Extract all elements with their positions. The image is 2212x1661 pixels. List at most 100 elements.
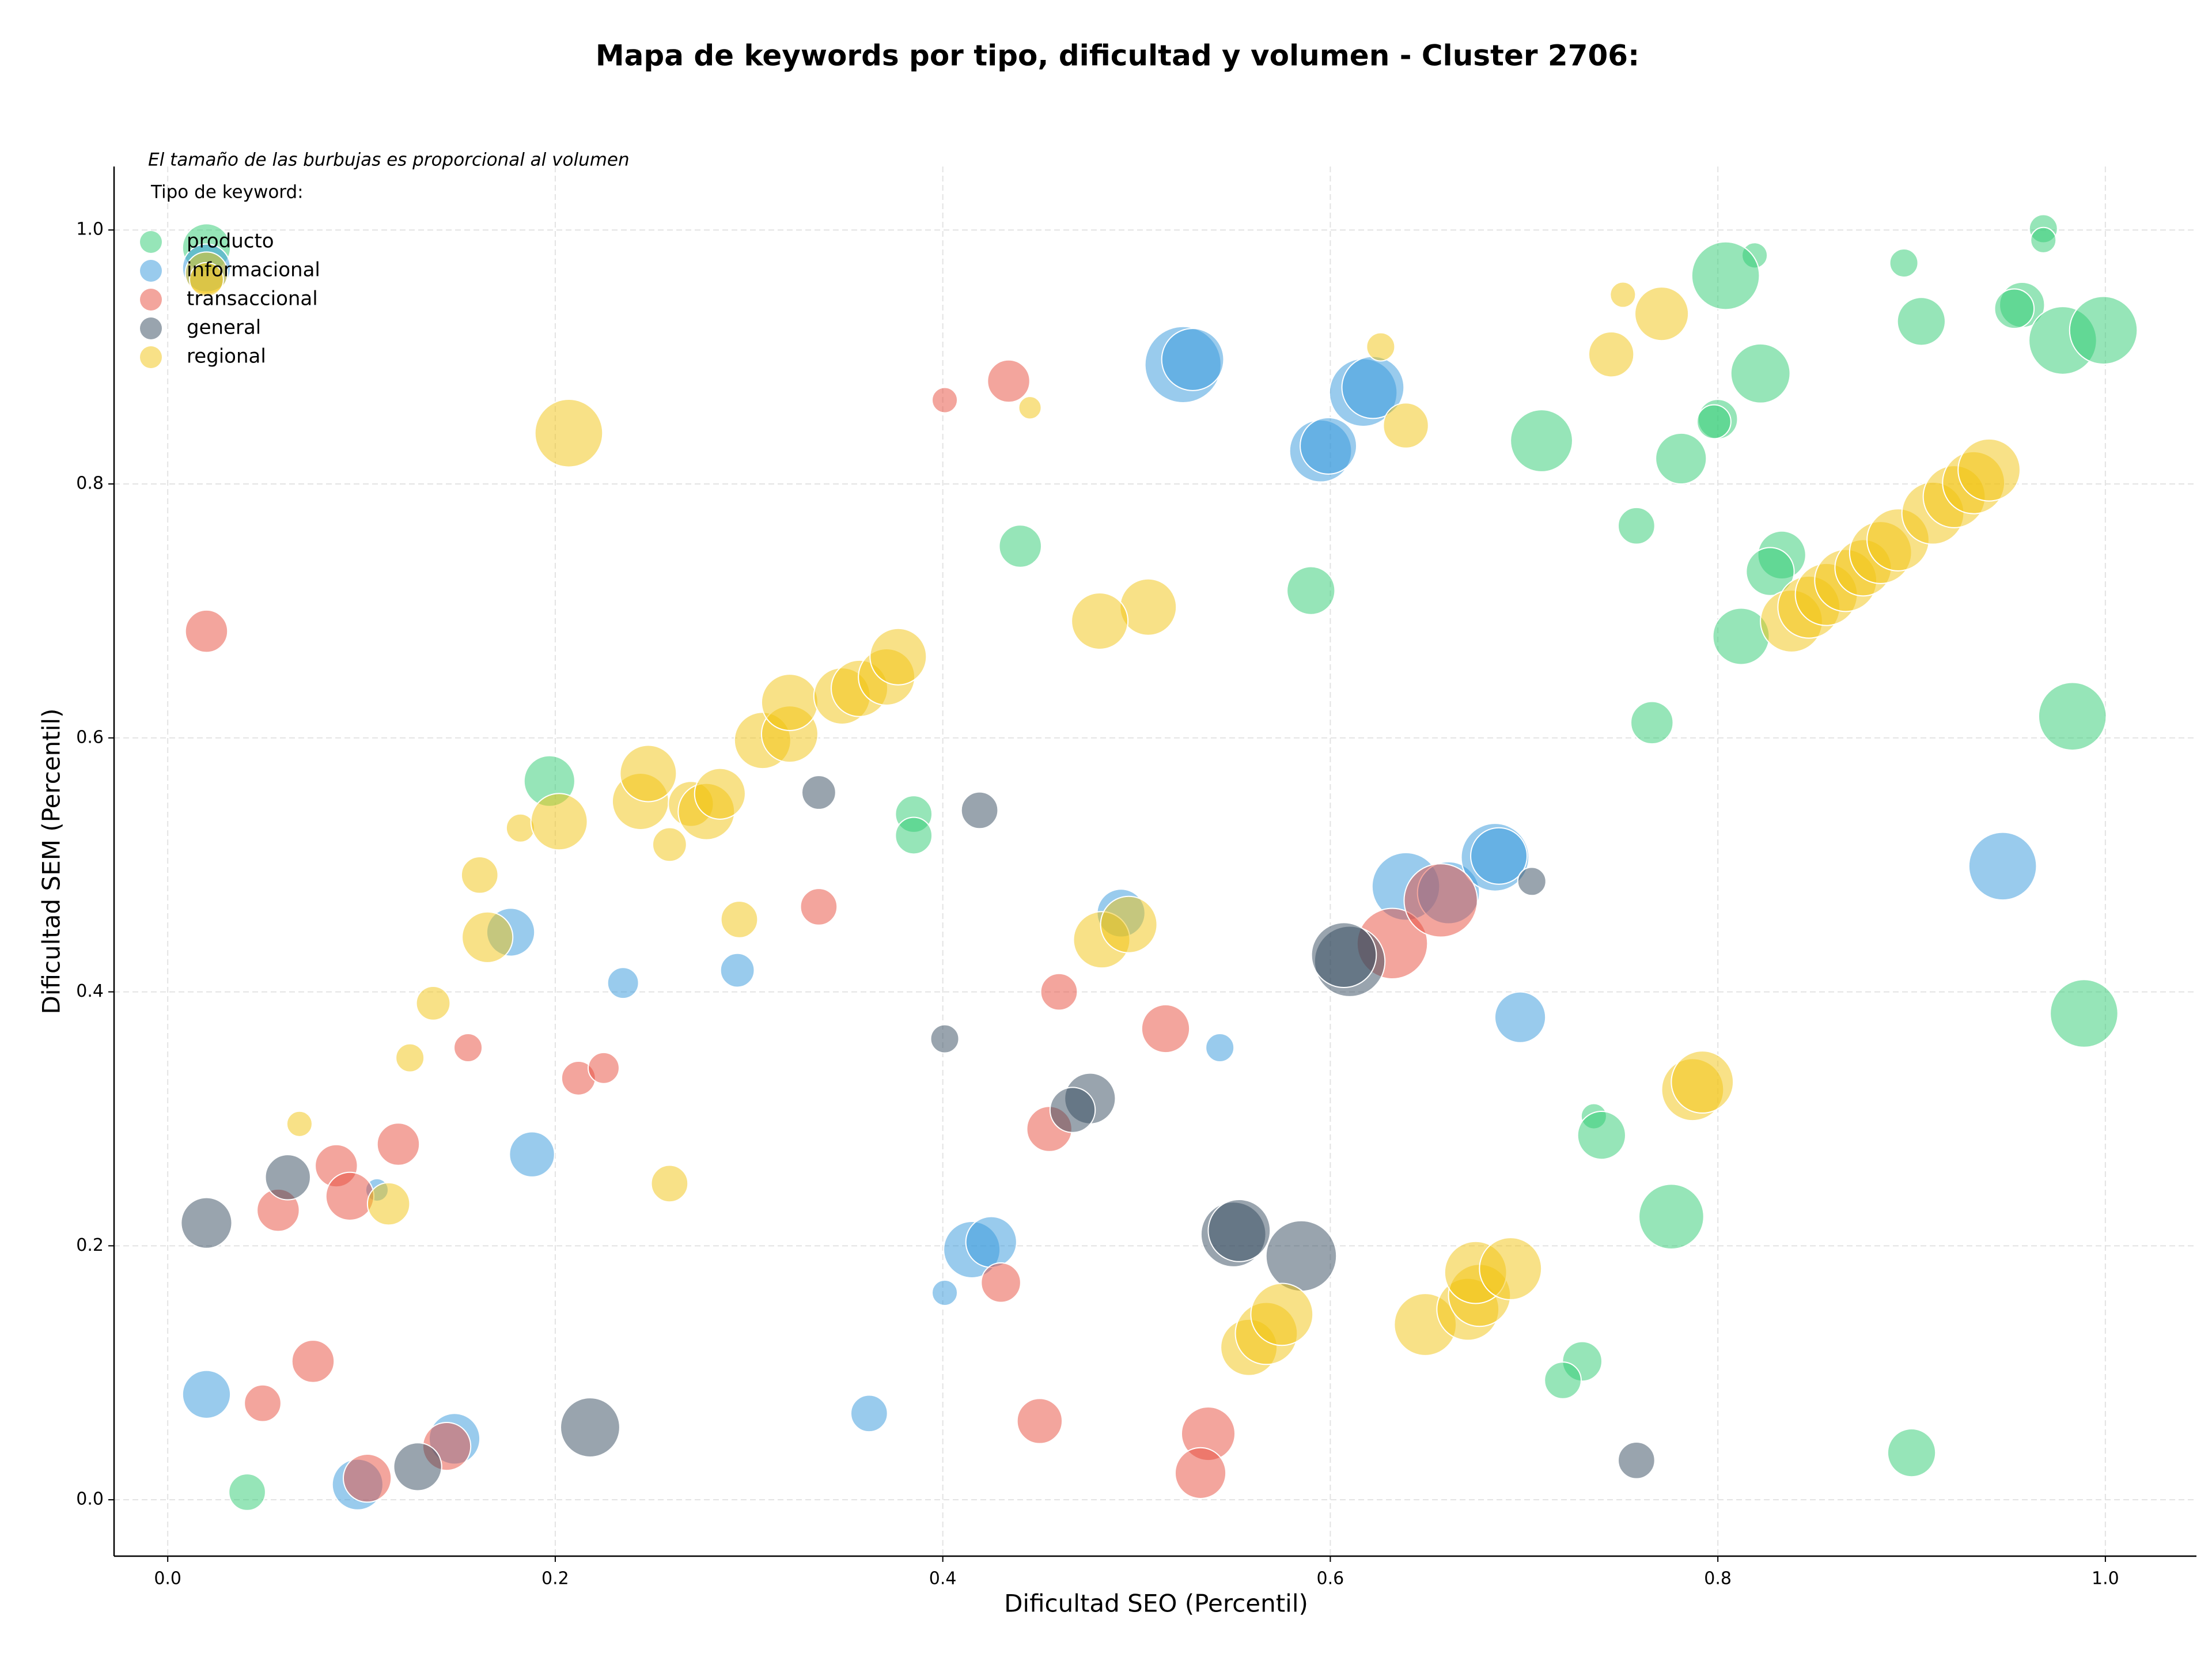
bubble <box>1655 432 1707 485</box>
bubble <box>1609 281 1637 308</box>
bubble <box>1630 701 1674 745</box>
bubble <box>987 359 1031 403</box>
legend-marker <box>140 260 162 282</box>
bubble <box>650 1164 689 1203</box>
bubble <box>2050 979 2119 1048</box>
bubble <box>1968 831 2037 901</box>
bubble <box>325 1171 374 1221</box>
bubble <box>1382 402 1429 449</box>
bubble <box>343 1454 392 1503</box>
bubble <box>1671 1050 1734 1114</box>
bubble <box>869 627 927 686</box>
bubble <box>534 399 604 468</box>
bubble <box>1018 396 1042 420</box>
bubble <box>1040 973 1078 1011</box>
y-tick-label: 0.6 <box>76 727 104 747</box>
legend-marker <box>140 231 162 253</box>
bubble <box>1265 1220 1338 1292</box>
bubble <box>376 1122 421 1166</box>
bubble <box>180 1197 233 1249</box>
bubble <box>931 1279 959 1306</box>
bubble <box>619 744 677 803</box>
bubble <box>1470 827 1528 885</box>
bubble <box>1544 1361 1582 1399</box>
bubble <box>460 856 499 894</box>
bubble <box>2037 682 2107 751</box>
bubble <box>1618 1441 1656 1480</box>
bubble <box>530 793 588 851</box>
x-tick-label: 0.4 <box>929 1569 957 1589</box>
legend-label: transaccional <box>187 287 318 311</box>
bubble <box>850 1394 888 1433</box>
bubble <box>1634 286 1690 342</box>
bubble <box>286 1110 313 1137</box>
bubble <box>1161 328 1225 391</box>
bubble <box>720 901 759 939</box>
bubble <box>393 1442 442 1492</box>
bubble <box>228 1473 266 1511</box>
bubble <box>2069 296 2138 365</box>
bubble <box>1957 438 2021 502</box>
x-tick-label: 0.2 <box>541 1569 569 1589</box>
bubble <box>1205 1033 1235 1063</box>
bubble <box>1887 1428 1937 1478</box>
bubble <box>760 674 819 732</box>
bubble <box>415 986 451 1021</box>
bubbles <box>180 214 2138 1511</box>
bubble <box>1994 288 2035 330</box>
x-tick-label: 0.0 <box>154 1569 181 1589</box>
y-axis-label: Dificultad SEM (Percentil) <box>37 709 66 1015</box>
x-tick-label: 0.6 <box>1317 1569 1344 1589</box>
bubble <box>1119 578 1177 636</box>
bubble <box>184 609 229 653</box>
bubble <box>264 1154 311 1201</box>
legend-title: Tipo de keyword: <box>150 182 304 203</box>
bubble <box>694 767 746 820</box>
bubble <box>960 791 999 830</box>
y-tick-label: 1.0 <box>76 220 104 240</box>
y-tick-label: 0.4 <box>76 981 104 1001</box>
bubble <box>453 1033 483 1063</box>
y-tick-label: 0.8 <box>76 473 104 493</box>
bubble <box>1286 566 1336 615</box>
bubble <box>931 387 959 414</box>
bubble <box>607 967 639 1000</box>
bubble <box>1403 863 1478 938</box>
bubble <box>189 262 224 297</box>
bubble <box>1141 1004 1191 1054</box>
bubble <box>1588 331 1635 378</box>
annotation: El tamaño de las burbujas es proporciona… <box>148 150 630 171</box>
bubble <box>801 775 836 810</box>
bubble <box>291 1340 335 1383</box>
bubble <box>1638 1183 1705 1250</box>
bubble <box>965 1216 1017 1268</box>
bubble <box>800 888 838 926</box>
bubble <box>1100 895 1158 954</box>
bubble <box>1577 1110 1626 1160</box>
bubble <box>980 1262 1021 1303</box>
bubble <box>1174 1447 1227 1499</box>
bubble <box>560 1397 620 1458</box>
legend-label: producto <box>187 230 274 253</box>
bubble <box>461 911 514 963</box>
x-tick-label: 0.8 <box>1704 1569 1732 1589</box>
bubble <box>1366 332 1396 362</box>
bubble <box>1510 409 1573 472</box>
bubble <box>719 952 755 988</box>
bubble <box>505 813 535 843</box>
bubble <box>1745 547 1795 596</box>
bubble <box>2030 226 2057 253</box>
bubble <box>1300 417 1358 475</box>
bubble <box>1207 1199 1271 1262</box>
bubble <box>1896 297 1946 346</box>
bubble <box>998 524 1042 568</box>
bubble <box>1049 1087 1096 1133</box>
bubble <box>1618 506 1656 545</box>
bubble <box>1889 248 1919 278</box>
legend: Tipo de keyword: producto informacional tra… <box>140 182 320 368</box>
bubble <box>1250 1282 1314 1346</box>
bubble <box>1691 241 1760 311</box>
bubble <box>1517 867 1547 896</box>
chart-title: Mapa de keywords por tipo, dificultad y … <box>596 39 1639 73</box>
